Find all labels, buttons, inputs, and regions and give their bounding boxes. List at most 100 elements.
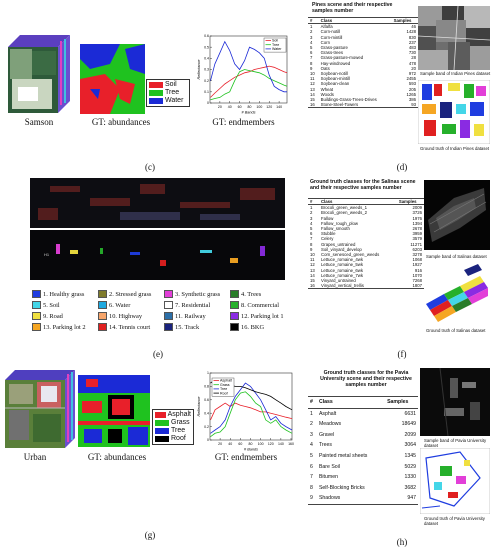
- table-row: 8 Self-Blocking Bricks 3682: [308, 483, 418, 494]
- table-row: 14 Lettuce_romaine_7wk 1070: [308, 273, 424, 278]
- class-name-cell: Soybean-mintill: [320, 76, 351, 82]
- row-index-cell: 1: [310, 205, 313, 211]
- y-tick-label: 0.3: [204, 68, 209, 72]
- urban-abundance-map: [78, 375, 150, 447]
- samson-endmember-chart: 20 40 60 80 100 120 140 0 0.1 0.2 0.3 0.4 0.5 0.6 # Ba…: [197, 34, 288, 115]
- table-row: 1 Brocoli_green_weeds_1 2009: [308, 205, 424, 211]
- table-row: 13 Lettuce_romaine_6wk 916: [308, 268, 424, 273]
- pavia-class-table: # Class Samples 1 Asphalt 6631 2 Meadows 1864…: [308, 396, 418, 505]
- chart-legend-entry: Grass: [220, 383, 230, 387]
- svg-text:H1: H1: [44, 252, 50, 257]
- table-row: 6 Bare Soil 5029: [308, 462, 418, 473]
- class-name-cell: Lettuce_romaine_6wk: [320, 267, 364, 273]
- row-index-cell: 10: [310, 252, 315, 258]
- salinas-gt-caption: Ground truth of Salinas dataset: [426, 328, 486, 333]
- row-index-cell: 9: [308, 493, 317, 505]
- series-line-asphalt: [210, 402, 293, 421]
- table-row: 2 Corn-notill 1428: [308, 29, 418, 34]
- legend-swatch: [155, 436, 169, 442]
- sample-count-cell: 3064: [404, 442, 416, 449]
- x-tick-label: 120: [268, 442, 274, 446]
- sample-count-cell: 1070: [412, 272, 422, 278]
- table-row: 4 Fallow_rough_plow 1394: [308, 221, 424, 226]
- sample-count-cell: 947: [385, 493, 418, 505]
- sample-count-cell: 916: [414, 267, 422, 273]
- y-tick-label: 0.8: [204, 385, 209, 389]
- legend-entry: Roof: [155, 435, 191, 443]
- legend-label: 15. Track: [175, 323, 200, 331]
- row-index-cell: 7: [310, 55, 313, 61]
- urban-abundance-label: GT: abundances: [87, 452, 147, 462]
- legend-swatch: [155, 420, 169, 426]
- y-tick-label: 0.6: [204, 398, 209, 402]
- row-index-cell: 14: [310, 91, 315, 97]
- legend-item: 14. Tennis court: [98, 323, 162, 331]
- class-name-cell: Fallow_rough_plow: [320, 220, 358, 226]
- class-name-cell: Lettuce_romaine_4wk: [320, 257, 364, 263]
- row-index-cell: 9: [310, 65, 313, 71]
- legend-entry: Water: [149, 97, 187, 105]
- series-line-tree: [210, 382, 293, 434]
- sample-count-cell: 972: [408, 71, 416, 77]
- class-name-cell: Wheat: [320, 86, 334, 92]
- urban-endmember-label: GT: endmembers: [214, 452, 278, 462]
- table-row: 5 Painted metal sheets 1345: [308, 451, 418, 462]
- sample-count-cell: 2009: [412, 205, 422, 211]
- chart-legend-entry: Asphalt: [220, 379, 232, 383]
- table-row: 2 Meadows 18649: [308, 419, 418, 430]
- table-row: 5 Fallow_smooth 2678: [308, 226, 424, 231]
- legend-swatch: [32, 323, 41, 331]
- sample-count-cell: 18649: [401, 421, 416, 428]
- legend-label: 12. Parking lot 1: [241, 312, 284, 320]
- sample-count-cell: 20: [411, 65, 416, 71]
- legend-swatch: [230, 323, 239, 331]
- class-name-cell: Grass-pasture: [320, 45, 348, 51]
- table-row: 7 Bitumen 1330: [308, 472, 418, 483]
- sample-count-cell: 1428: [406, 29, 416, 35]
- panel-letter-e: (e): [153, 349, 163, 359]
- pines-ground-truth: [417, 79, 491, 145]
- samson-abundance-map: [80, 44, 145, 114]
- salinas-class-table: # Class Samples 1 Brocoli_green_weeds_1 20…: [308, 197, 424, 290]
- table-header-row: # Class Samples: [308, 197, 424, 206]
- pines-sample-band: [417, 5, 491, 71]
- sample-count-cell: 3682: [404, 484, 416, 491]
- salinas-sample-caption: Sample band of Salinas dataset: [426, 254, 487, 259]
- x-tick-label: 40: [228, 105, 232, 109]
- sample-count-cell: 1330: [404, 474, 416, 481]
- class-name-cell: Fallow: [320, 215, 334, 221]
- sample-count-cell: 2678: [412, 226, 422, 232]
- legend-swatch: [98, 323, 107, 331]
- urban-endmember-chart: 20 40 60 80 100 120 140 160 0 0.2 0.4 0.6 0.8 1 # Band…: [197, 371, 294, 452]
- class-name-cell: Self-Blocking Bricks: [318, 484, 365, 491]
- sample-count-cell: 5029: [404, 463, 416, 470]
- class-name-cell: Alfalfa: [320, 24, 333, 30]
- row-index-cell: 16: [308, 102, 319, 109]
- series-line-water: [210, 40, 287, 93]
- row-index-cell: 3: [310, 215, 313, 221]
- legend-item: 7. Residential: [164, 301, 228, 309]
- class-name-cell: Lettuce_romaine_7wk: [320, 272, 364, 278]
- legend-label: 14. Tennis court: [109, 323, 151, 331]
- class-name-cell: Oats: [320, 65, 330, 71]
- y-tick-label: 0.4: [204, 411, 209, 415]
- class-name-cell: Corn-mintill: [320, 34, 343, 40]
- legend-item: 9. Road: [32, 312, 96, 320]
- legend-item: 15. Track: [164, 323, 228, 331]
- row-index-cell: 6: [310, 463, 313, 470]
- y-tick-label: 0.5: [204, 45, 209, 49]
- legend-label: 10. Highway: [109, 312, 143, 320]
- table-row: 10 Soybean-notill 972: [308, 71, 418, 76]
- row-index-cell: 7: [310, 236, 313, 242]
- class-name-cell: Brocoli_green_weeds_2: [320, 210, 368, 216]
- houston-ground-truth: H1: [30, 230, 285, 280]
- legend-swatch: [98, 312, 107, 320]
- samson-hypercube: [8, 35, 70, 113]
- x-tick-label: 160: [288, 442, 294, 446]
- houston-image-top: [30, 178, 285, 228]
- sample-count-cell: 28: [411, 55, 416, 61]
- table-row: 3 Fallow 1976: [308, 216, 424, 221]
- pines-gt-caption: Ground truth of Indian Pines dataset: [420, 146, 490, 151]
- table-row: 4 Trees 3064: [308, 440, 418, 451]
- x-axis-label: # Bands: [244, 448, 258, 452]
